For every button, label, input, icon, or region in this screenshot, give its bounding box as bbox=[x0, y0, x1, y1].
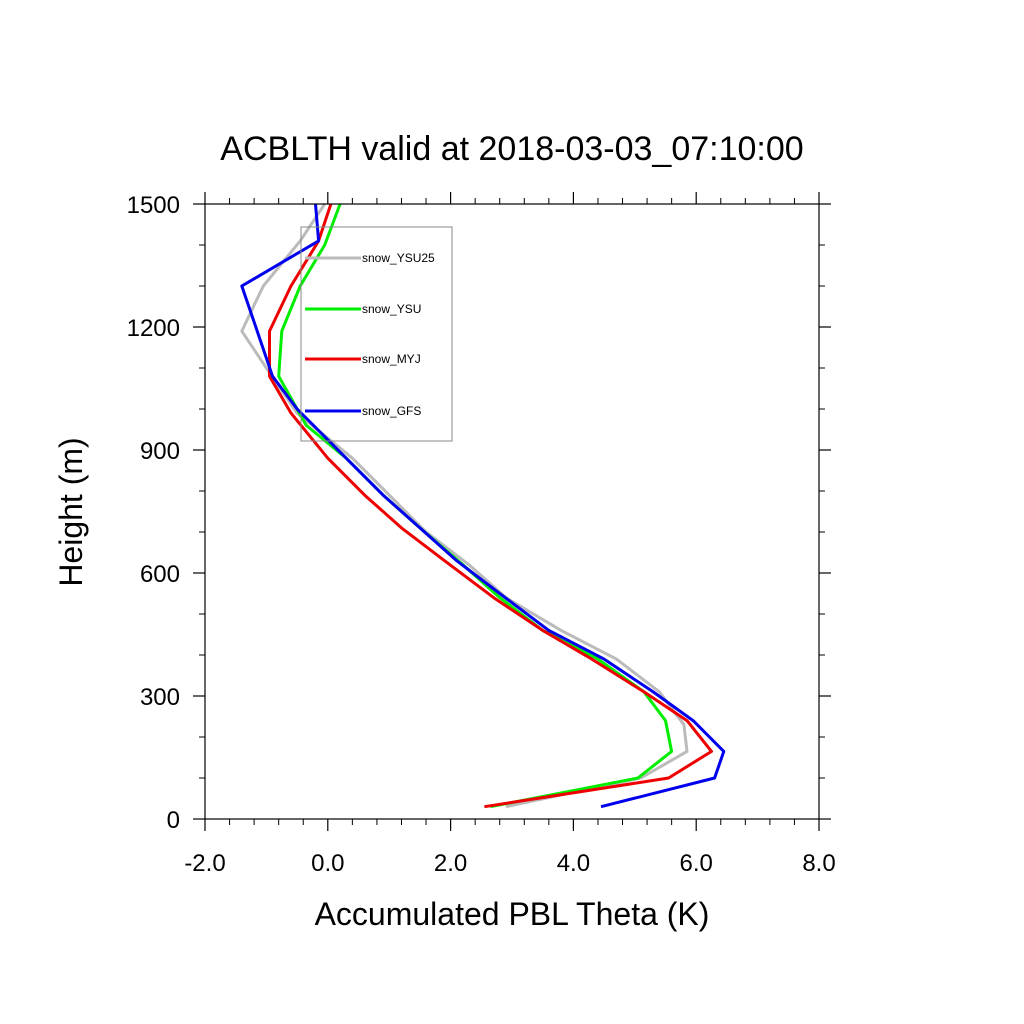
series-line-snow_MYJ bbox=[268, 203, 713, 809]
axis-ticks: -2.0 0.0 2.0 4.0 6.0 8.0 0 300 600 900 1200 1500 bbox=[127, 192, 836, 877]
legend-label-snow_MYJ: snow_MYJ bbox=[362, 352, 421, 366]
x-tick-label: -2.0 bbox=[184, 850, 225, 877]
legend-box bbox=[300, 226, 453, 442]
legend: snow_YSU25 snow_YSU snow_MYJ snow_GFS bbox=[305, 251, 435, 418]
series-line-snow_YSU25 bbox=[240, 203, 689, 809]
series-lines bbox=[240, 203, 726, 809]
series-line-snow_GFS bbox=[240, 203, 726, 809]
legend-label-snow_GFS: snow_GFS bbox=[362, 404, 421, 418]
y-axis-label: Height (m) bbox=[53, 437, 89, 586]
y-tick-label: 900 bbox=[140, 438, 180, 465]
x-tick-label: 4.0 bbox=[557, 850, 590, 877]
y-tick-label: 0 bbox=[167, 807, 180, 834]
y-tick-label: 600 bbox=[140, 561, 180, 588]
plot-frame bbox=[204, 203, 820, 820]
x-axis-label: Accumulated PBL Theta (K) bbox=[315, 896, 710, 932]
series-line-snow_YSU bbox=[277, 203, 674, 809]
x-tick-label: 2.0 bbox=[434, 850, 467, 877]
y-tick-label: 300 bbox=[140, 684, 180, 711]
x-tick-label: 0.0 bbox=[311, 850, 344, 877]
legend-label-snow_YSU: snow_YSU bbox=[362, 302, 421, 316]
legend-label-snow_YSU25: snow_YSU25 bbox=[362, 251, 435, 265]
x-tick-label: 8.0 bbox=[802, 850, 835, 877]
chart-title: ACBLTH valid at 2018-03-03_07:10:00 bbox=[220, 130, 803, 168]
y-tick-label: 1200 bbox=[127, 315, 180, 342]
y-tick-label: 1500 bbox=[127, 192, 180, 219]
x-tick-label: 6.0 bbox=[680, 850, 713, 877]
